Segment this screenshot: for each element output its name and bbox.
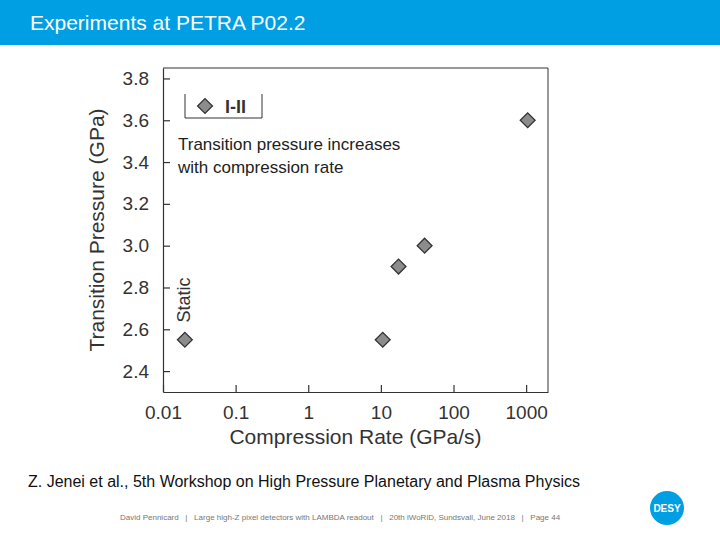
tick: 3.4 [123,152,170,173]
tick-mark [308,385,309,392]
y-axis-title: Transition Pressure (GPa) [85,108,108,351]
tick-mark [163,246,170,247]
logo-circle [650,491,684,525]
tick: 3.6 [123,110,170,131]
tick-label: 10 [371,402,392,423]
legend-marker [198,99,213,114]
annotation: Transition pressure increaseswith compre… [177,135,400,177]
tick-mark [163,204,170,205]
tick: 3.8 [123,68,170,89]
tick-label: 0.1 [223,402,249,423]
tick-mark [163,329,170,330]
tick: 2.4 [123,361,170,382]
tick-label: 3.2 [123,193,149,214]
tick-mark [453,385,454,392]
y-axis: 2.4 2.6 2.8 3.0 3.2 3.4 3.6 3.8 [123,68,170,392]
y-axis-line [163,69,164,393]
tick: 2.8 [123,277,170,298]
x-axis-title: Compression Rate (GPa/s) [229,425,481,448]
tick: 3.0 [123,235,170,256]
tick-mark [163,371,170,372]
data-point [391,259,406,274]
header-bar [0,0,720,45]
data-point [417,238,432,253]
frame-top [163,68,548,69]
legend: I-II [185,94,262,118]
tick-label: 2.4 [123,361,150,382]
slide-title: Experiments at PETRA P02.2 [30,11,305,34]
tick-label: 3.0 [123,235,149,256]
data-point [520,113,535,128]
tick: 2.6 [123,319,170,340]
footer: David Pennicard | Large high-Z pixel det… [120,513,561,522]
x-axis: 0.01 0.1 1 10 100 1000 [145,385,548,423]
tick-label: 3.8 [123,68,149,89]
caption: Z. Jenei et al., 5th Workshop on High Pr… [28,473,580,490]
tick-mark [163,78,170,79]
tick-label: 2.6 [123,319,149,340]
tick-label: 100 [438,402,470,423]
tick: 100 [438,385,470,423]
frame-right [548,68,549,392]
tick-mark [526,385,527,392]
tick: 1000 [505,385,547,423]
data-point [375,332,390,347]
legend-box [185,94,262,118]
tick: 3.2 [123,193,170,214]
tick-mark [236,385,237,392]
logo-text: DESY [653,503,681,514]
tick-mark [163,120,170,121]
slide: Experiments at PETRA P02.2 0.01 0.1 1 10 100 1… [0,0,720,540]
tick-mark [163,287,170,288]
annotation: Static [174,277,194,322]
tick-mark [163,162,170,163]
tick-label: 1 [303,402,314,423]
tick: 0.1 [223,385,249,423]
x-axis-line [164,392,549,393]
tick-label: 0.01 [145,402,182,423]
tick-label: 2.8 [123,277,149,298]
tick-label: 3.6 [123,110,149,131]
tick-label: 3.4 [123,152,150,173]
data-point [177,332,192,347]
tick-mark [381,385,382,392]
series [177,113,535,347]
legend-label: I-II [225,97,246,117]
plot-area [177,113,535,347]
tick: 10 [371,385,392,423]
tick: 1 [303,385,314,423]
tick-label: 1000 [505,402,547,423]
